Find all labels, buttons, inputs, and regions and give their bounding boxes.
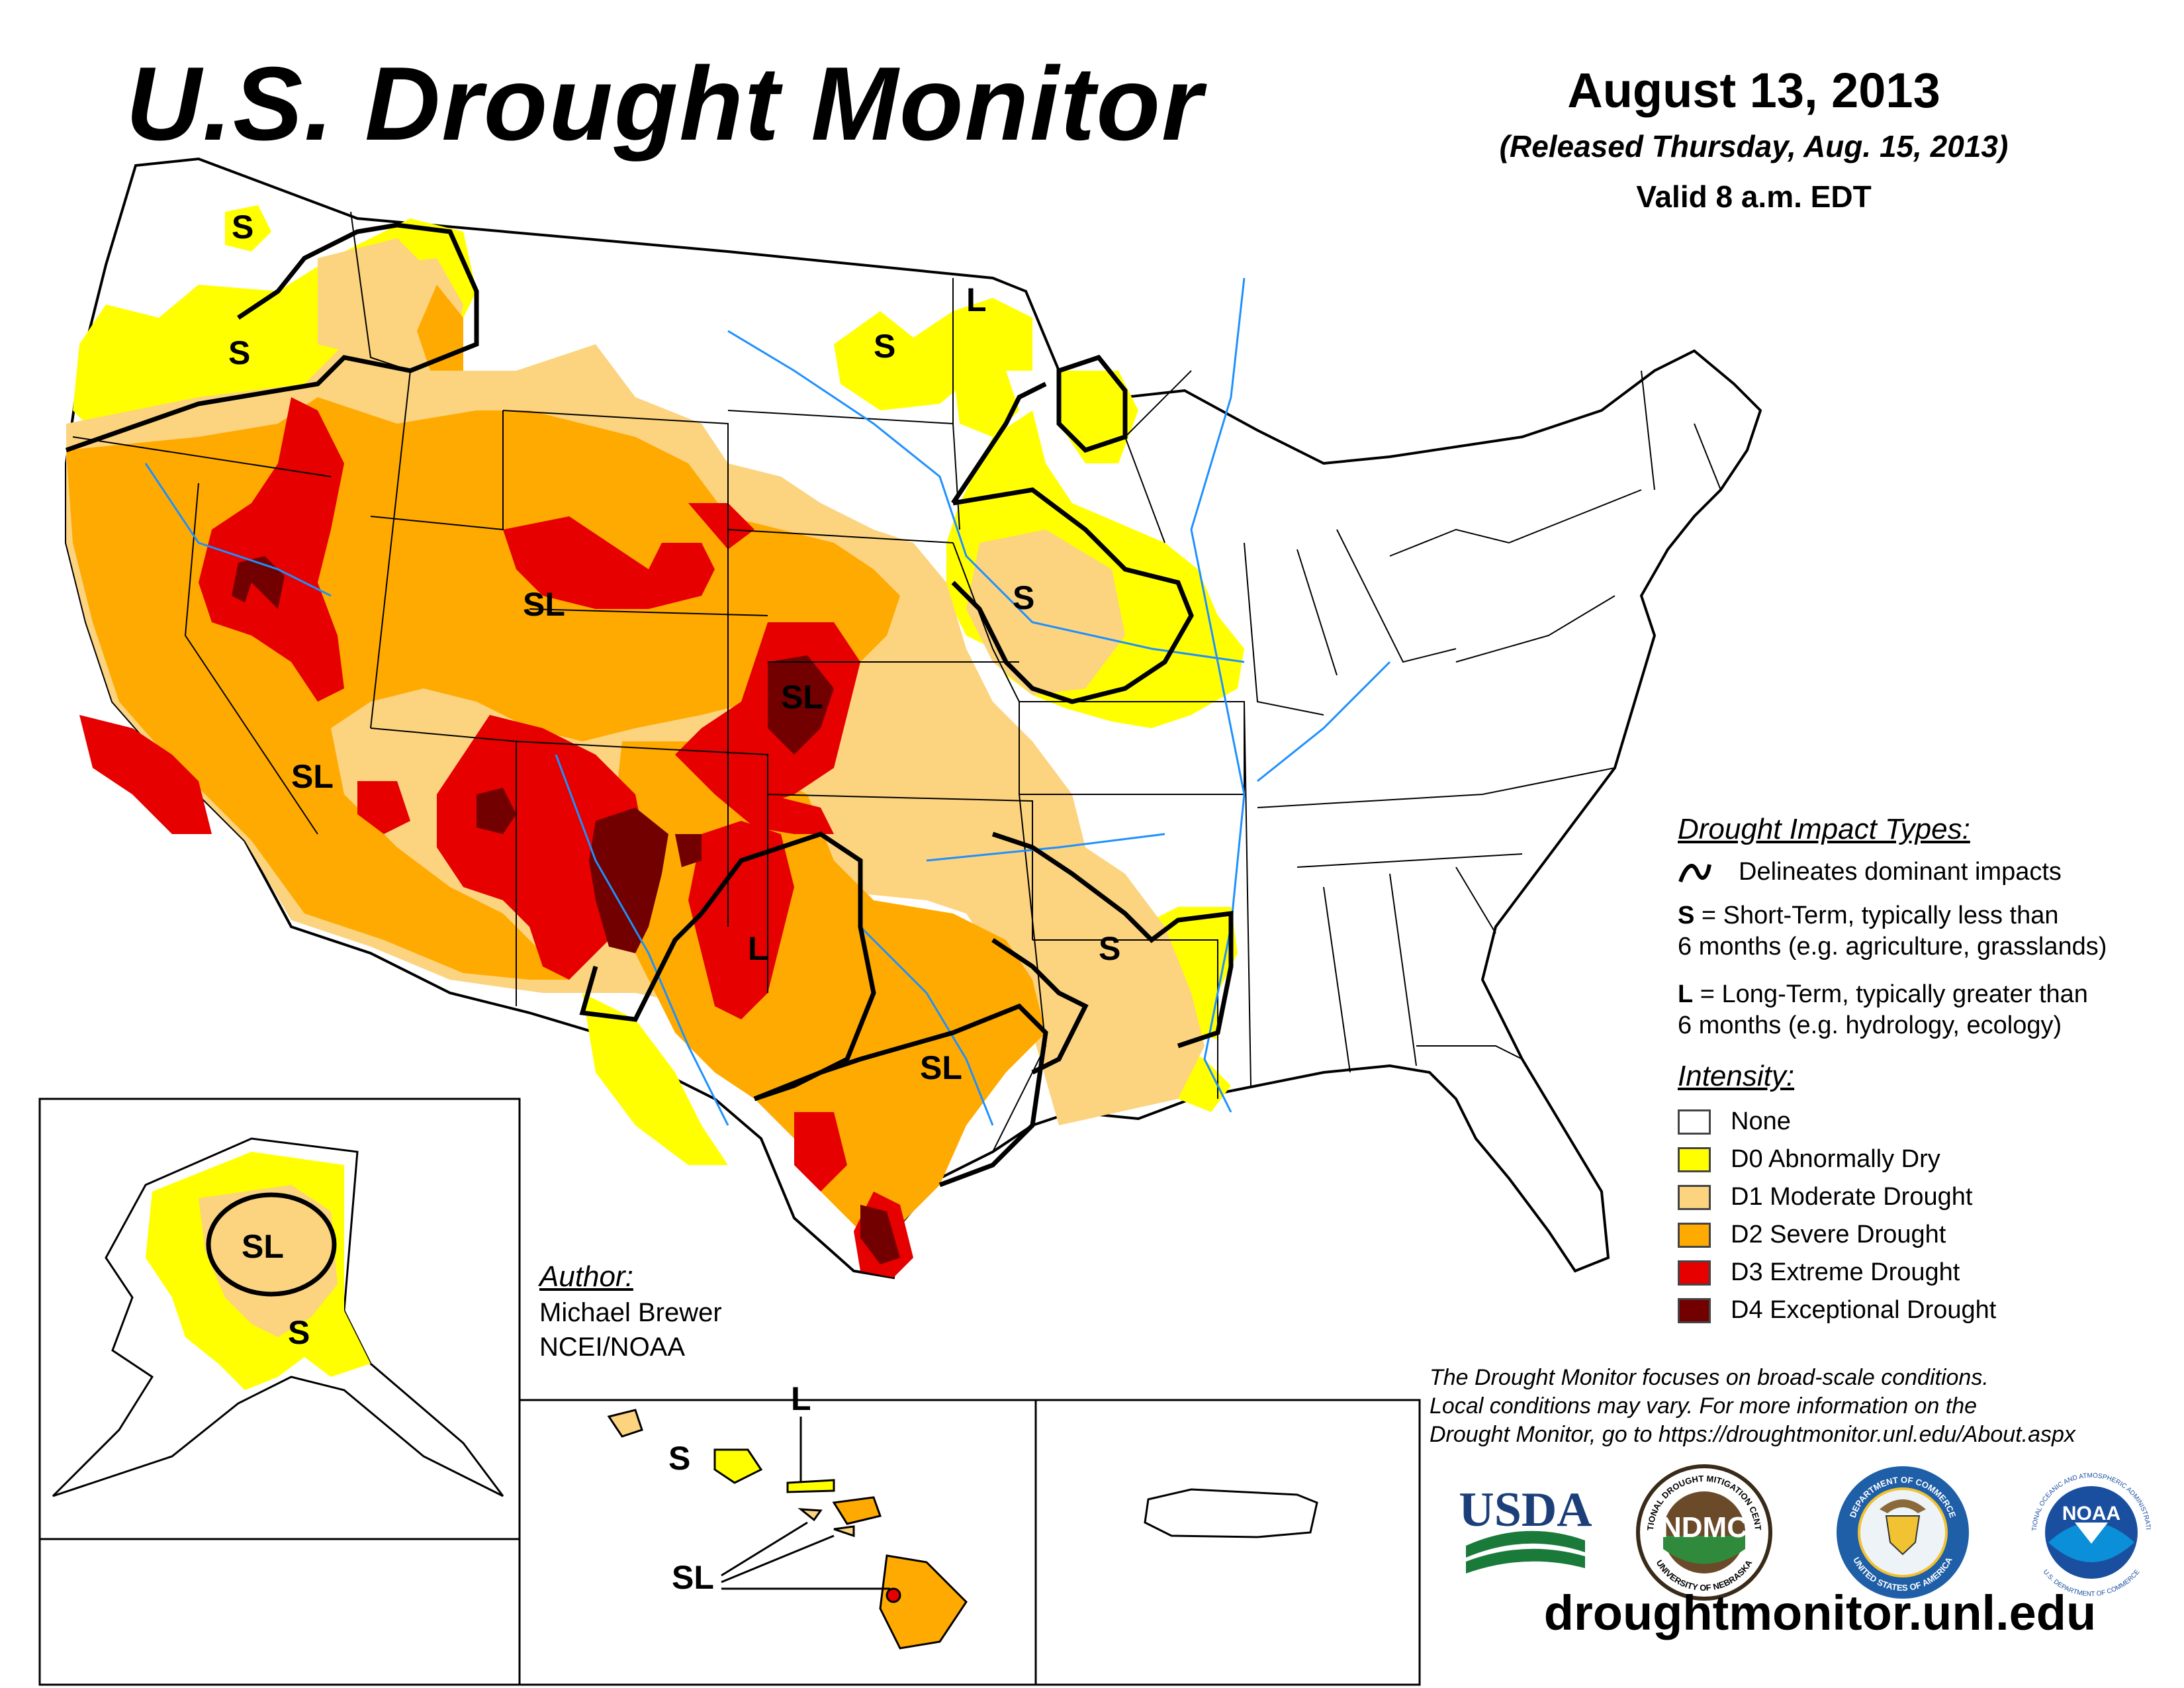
intensity-swatch: [1678, 1260, 1711, 1286]
page-title: U.S. Drought Monitor: [126, 46, 1204, 162]
impact-lines: [65, 222, 1234, 1188]
long-term-definition: L = Long-Term, typically greater than 6 …: [1678, 979, 2181, 1042]
disclaimer-line-2: Local conditions may vary. For more info…: [1430, 1393, 1978, 1419]
label-s-alaska: S: [288, 1314, 310, 1351]
disclaimer-line-1: The Drought Monitor focuses on broad-sca…: [1430, 1365, 1989, 1390]
ndmc-logo: NDMC NATIONAL DROUGHT MITIGATION CENTER …: [1635, 1463, 1772, 1601]
author-heading: Author:: [539, 1260, 633, 1293]
hawaii-pointers: [721, 1417, 890, 1590]
d4-areas: [232, 556, 900, 1264]
usda-logo: USDA: [1459, 1483, 1592, 1573]
label-s-washington: S: [232, 209, 253, 246]
ndmc-logo-text: NDMC: [1661, 1511, 1748, 1544]
commerce-seal: DEPARTMENT OF COMMERCE UNITED STATES OF …: [1837, 1466, 1969, 1599]
label-sl-kansas: SL: [781, 679, 823, 716]
puerto-rico-inset-frame: [1034, 1399, 1421, 1686]
hawaii-islands: [607, 1409, 968, 1650]
intensity-swatch: [1678, 1147, 1711, 1172]
intensity-label: D3 Extreme Drought: [1731, 1258, 1960, 1287]
short-term-key: S: [1678, 901, 1695, 929]
aleutians-inset-frame: [38, 1538, 521, 1686]
short-term-text: = Short-Term, typically less than: [1701, 901, 2059, 929]
long-term-key: L: [1678, 980, 1694, 1008]
intensity-swatch: [1678, 1109, 1711, 1135]
alaska-impact-line: [206, 1192, 337, 1297]
label-sl-texas: SL: [920, 1049, 962, 1086]
disclaimer: The Drought Monitor focuses on broad-sca…: [1430, 1364, 2171, 1450]
long-term-text: = Long-Term, typically greater than: [1700, 980, 2088, 1008]
label-s-oregon: S: [228, 334, 250, 371]
long-term-text-2: 6 months (e.g. hydrology, ecology): [1678, 1011, 2062, 1039]
valid-time: Valid 8 a.m. EDT: [1636, 179, 1872, 214]
label-s-hawaii: S: [668, 1440, 690, 1477]
label-l-hawaii: L: [791, 1380, 811, 1417]
usda-logo-text: USDA: [1459, 1483, 1592, 1537]
intensity-swatch: [1678, 1298, 1711, 1323]
intensity-row: D0 Abnormally Dry: [1678, 1141, 2181, 1179]
release-date: (Released Thursday, Aug. 15, 2013): [1499, 129, 2009, 164]
alaska-d1: [199, 1185, 338, 1337]
intensity-swatch: [1678, 1223, 1711, 1248]
label-sl-utah: SL: [523, 586, 565, 623]
intensity-label: D2 Severe Drought: [1731, 1221, 1946, 1249]
intensity-label: None: [1731, 1107, 1791, 1136]
intensity-heading: Intensity:: [1678, 1059, 1795, 1092]
intensity-label: D0 Abnormally Dry: [1731, 1145, 1940, 1174]
legend: Drought Impact Types: Delineates dominan…: [1678, 811, 2181, 1330]
author-org: NCEI/NOAA: [539, 1333, 686, 1362]
intensity-row: D1 Moderate Drought: [1678, 1179, 2181, 1217]
intensity-label: D4 Exceptional Drought: [1731, 1296, 1997, 1325]
impact-line-row: Delineates dominant impacts: [1678, 857, 2181, 888]
puerto-rico-outline: [1144, 1488, 1318, 1538]
author-block: Author: Michael Brewer NCEI/NOAA: [539, 1258, 722, 1364]
intensity-row: D4 Exceptional Drought: [1678, 1292, 2181, 1330]
intensity-label: D1 Moderate Drought: [1731, 1183, 1973, 1211]
noaa-logo: NOAA NATIONAL OCEANIC AND ATMOSPHERIC AD…: [2022, 1463, 2152, 1598]
label-l-texas-panhandle: L: [748, 930, 768, 967]
intensity-row: None: [1678, 1103, 2181, 1141]
short-term-text-2: 6 months (e.g. agriculture, grasslands): [1678, 933, 2107, 961]
label-s-dakota: S: [874, 328, 895, 365]
label-l-minnesota: L: [966, 281, 987, 318]
label-s-louisiana: S: [1099, 930, 1120, 967]
noaa-logo-text: NOAA: [2062, 1503, 2120, 1524]
intensity-swatch: [1678, 1185, 1711, 1210]
intensity-row: D3 Extreme Drought: [1678, 1254, 2181, 1292]
hawaii-inset-frame: [518, 1399, 1037, 1686]
author-name: Michael Brewer: [539, 1298, 722, 1328]
intensity-list: None D0 Abnormally Dry D1 Moderate Drought…: [1678, 1103, 2181, 1330]
impact-types-heading: Drought Impact Types:: [1678, 813, 1970, 845]
label-sl-hawaii: SL: [672, 1559, 714, 1596]
map-date: August 13, 2013: [1567, 63, 1940, 118]
short-term-definition: S = Short-Term, typically less than 6 mo…: [1678, 900, 2181, 963]
label-sl-alaska: SL: [242, 1228, 284, 1265]
label-sl-nevada: SL: [291, 758, 334, 795]
intensity-row: D2 Severe Drought: [1678, 1217, 2181, 1254]
website-url: droughtmonitor.unl.edu: [1543, 1585, 2097, 1640]
disclaimer-line-3: Drought Monitor, go to https://droughtmo…: [1430, 1422, 2075, 1448]
label-s-iowa: S: [1013, 579, 1034, 616]
impact-line-glyph-icon: [1678, 863, 1711, 882]
impact-line-text: Delineates dominant impacts: [1739, 858, 2062, 886]
